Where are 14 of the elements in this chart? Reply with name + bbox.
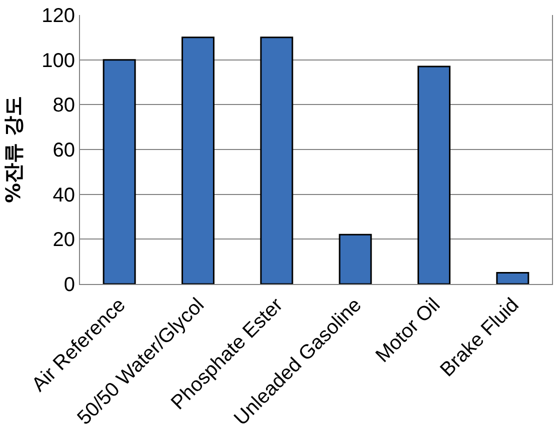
bar: [260, 36, 294, 284]
y-tick-label: 40: [52, 184, 75, 206]
y-tick-label: 80: [52, 94, 75, 117]
bar: [338, 234, 372, 284]
bar: [496, 272, 530, 284]
y-tick-label: 0: [64, 274, 75, 296]
y-tick-label: 20: [52, 229, 75, 252]
y-tick-label: 100: [42, 50, 75, 72]
y-tick-label: 120: [42, 5, 75, 27]
bar: [102, 59, 136, 284]
y-axis-title: %잔류 강도: [1, 96, 26, 204]
bar: [182, 36, 214, 284]
bar: [418, 66, 450, 284]
y-tick-label: 60: [52, 140, 75, 162]
